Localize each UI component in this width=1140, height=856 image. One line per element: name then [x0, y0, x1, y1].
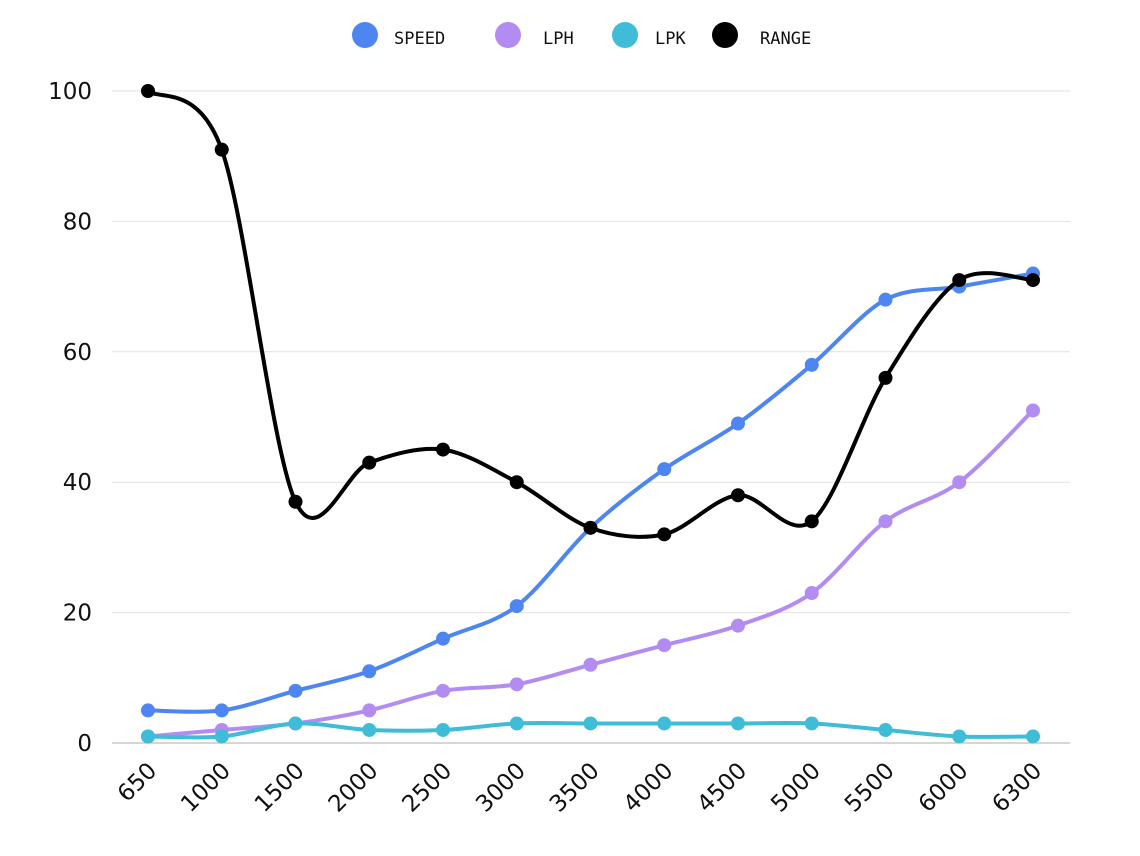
x-tick-label: 2000 [324, 758, 384, 818]
data-point-lph [731, 618, 745, 633]
data-point-lph [878, 514, 893, 529]
data-point-range [952, 273, 967, 288]
legend-item-range[interactable]: RANGE [712, 22, 811, 49]
legend-swatch [495, 22, 521, 48]
data-point-lph [509, 677, 524, 692]
y-tick-label: 60 [63, 340, 92, 366]
series-range [141, 84, 1040, 542]
data-point-lph [804, 586, 819, 601]
series-speed [141, 266, 1040, 718]
legend-item-speed[interactable]: SPEED [352, 22, 445, 49]
legend-label: LPH [543, 29, 574, 49]
data-point-lpk [1026, 729, 1040, 744]
legend-swatch [612, 22, 638, 48]
data-point-range [214, 142, 229, 157]
x-tick-label: 3500 [545, 758, 605, 818]
data-point-speed [141, 703, 155, 718]
x-tick-label: 5500 [840, 758, 900, 818]
x-tick-label: 1500 [250, 758, 310, 818]
data-point-lpk [657, 716, 672, 731]
y-tick-label: 100 [48, 79, 92, 105]
data-point-speed [657, 462, 672, 477]
data-point-lph [657, 638, 672, 653]
x-tick-label: 6000 [914, 758, 974, 818]
x-tick-label: 3000 [471, 758, 531, 818]
y-tick-label: 20 [63, 601, 92, 627]
data-point-speed [288, 683, 303, 698]
data-point-lph [583, 657, 598, 672]
y-tick-label: 40 [63, 470, 92, 496]
data-point-range [731, 488, 745, 503]
data-point-speed [436, 631, 450, 646]
x-tick-label: 2500 [397, 758, 457, 818]
series-layer [141, 84, 1040, 744]
legend-swatch [712, 22, 738, 48]
y-tick-label: 80 [63, 209, 92, 235]
series-lpk [141, 716, 1040, 744]
data-point-lph [1026, 403, 1040, 418]
legend-item-lph[interactable]: LPH [495, 22, 574, 49]
data-point-range [509, 475, 524, 490]
x-tick-label: 4500 [692, 758, 752, 818]
data-point-speed [509, 599, 524, 614]
data-point-range [583, 520, 598, 535]
data-point-lpk [362, 722, 377, 737]
legend-item-lpk[interactable]: LPK [612, 22, 686, 49]
data-point-speed [731, 416, 745, 431]
y-tick-label: 0 [77, 731, 92, 757]
x-axis: 650 1000 1500 2000 2500 3000 3500 4000 4500 5000 5… [113, 758, 1047, 818]
data-point-range [362, 455, 377, 470]
series-lph [141, 403, 1040, 744]
data-point-range [657, 527, 672, 542]
data-point-speed [878, 292, 893, 307]
data-point-lpk [804, 716, 819, 731]
data-point-range [288, 494, 303, 509]
data-point-speed [362, 664, 377, 679]
data-point-lpk [214, 729, 229, 744]
data-point-lph [436, 683, 450, 698]
x-tick-label: 5000 [766, 758, 826, 818]
data-point-speed [804, 357, 819, 372]
x-tick-label: 6300 [987, 758, 1047, 818]
data-point-lpk [509, 716, 524, 731]
x-tick-label: 650 [113, 758, 162, 807]
data-point-range [141, 84, 155, 98]
data-point-lpk [436, 722, 450, 737]
data-point-range [1026, 273, 1040, 288]
data-point-lph [362, 703, 377, 718]
data-point-lpk [583, 716, 598, 731]
legend-label: SPEED [394, 29, 445, 49]
data-point-lpk [288, 716, 303, 731]
legend-label: LPK [655, 29, 686, 49]
data-point-range [804, 514, 819, 529]
legend-swatch [352, 22, 378, 48]
data-point-speed [214, 703, 229, 718]
chart-grid [112, 90, 1070, 744]
data-point-lpk [952, 729, 967, 744]
data-point-range [878, 370, 893, 385]
legend-label: RANGE [760, 29, 811, 49]
data-point-lpk [878, 722, 893, 737]
data-point-range [436, 442, 450, 457]
data-point-lph [952, 475, 967, 490]
chart-legend: SPEED LPH LPK RANGE [352, 22, 811, 49]
x-tick-label: 1000 [176, 758, 236, 818]
y-axis: 0 20 40 60 80 100 [48, 79, 92, 757]
x-tick-label: 4000 [619, 758, 679, 818]
series-line-speed [146, 271, 1035, 714]
data-point-lpk [731, 716, 745, 731]
series-line-range [146, 89, 1035, 539]
data-point-lpk [141, 729, 155, 744]
